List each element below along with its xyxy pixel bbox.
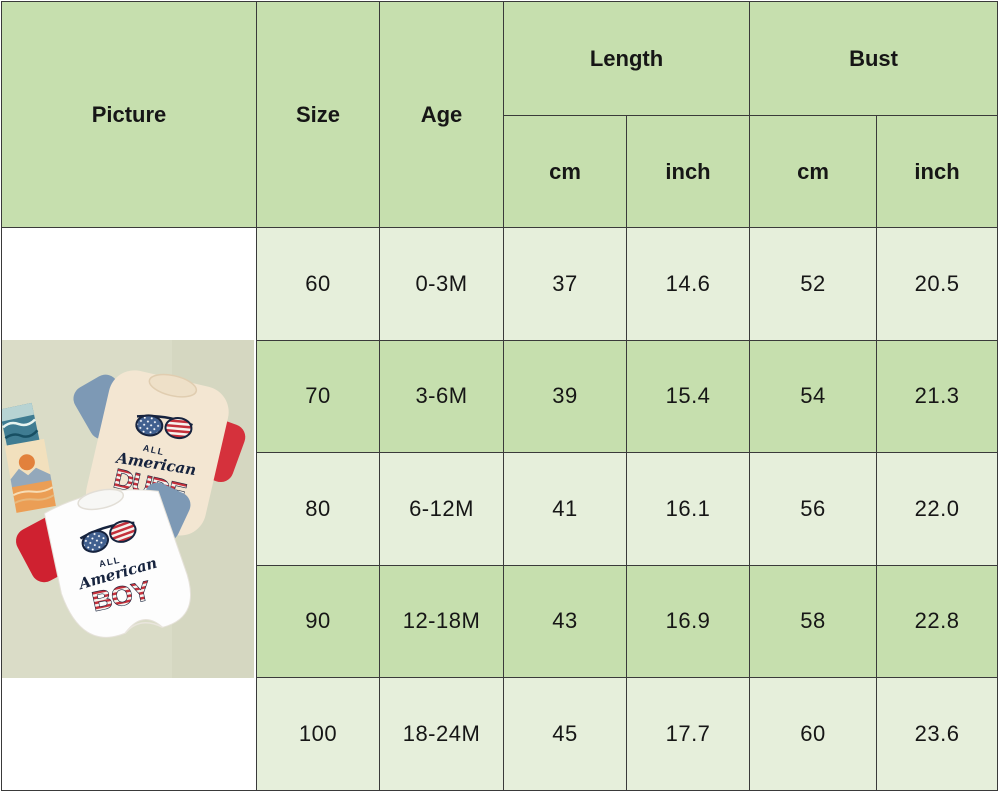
cell-size-r1: 70 xyxy=(256,339,380,453)
cell-length-cm-r0: 37 xyxy=(503,227,627,341)
cell-length-cm-r4: 45 xyxy=(503,677,627,791)
cell-length-inch-r2: 16.1 xyxy=(625,452,751,566)
header-age: Age xyxy=(379,1,504,228)
boy-text-boy: BOY xyxy=(90,575,153,617)
postcard-sunset-art xyxy=(4,438,56,513)
cell-size-r4: 100 xyxy=(256,677,380,791)
header-length-cm-label: cm xyxy=(549,158,581,184)
flag-sunglasses-icon xyxy=(135,414,193,439)
table-row-80: 80 6-12M 41 16.1 56 22.0 xyxy=(2,452,999,566)
dude-text-all: ALL xyxy=(142,442,166,457)
header-bust-inch: inch xyxy=(876,115,999,228)
header-length-inch: inch xyxy=(625,115,751,228)
header-length-label: Length xyxy=(589,45,664,71)
cell-bust-inch-r1: 21.3 xyxy=(876,339,999,453)
header-bust: Bust xyxy=(749,1,999,116)
cell-length-cm-r2: 41 xyxy=(503,452,627,566)
cell-length-inch-r4: 17.7 xyxy=(625,677,751,791)
cell-age-r0: 0-3M xyxy=(379,227,504,341)
cell-bust-inch-r2: 22.0 xyxy=(876,452,999,566)
header-size: Size xyxy=(256,1,380,228)
header-picture-label: Picture xyxy=(91,101,167,127)
cell-age-r2: 6-12M xyxy=(379,452,504,566)
cell-bust-cm-r4: 60 xyxy=(749,677,878,791)
cell-age-r3: 12-18M xyxy=(379,564,504,678)
cell-bust-cm-r0: 52 xyxy=(749,227,878,341)
cell-length-inch-r0: 14.6 xyxy=(625,227,751,341)
cell-bust-cm-r3: 58 xyxy=(749,564,878,678)
cell-length-cm-r3: 43 xyxy=(503,564,627,678)
romper-boy: ALL American BOY xyxy=(16,482,192,638)
cell-length-inch-r1: 15.4 xyxy=(625,339,751,453)
header-size-label: Size xyxy=(295,101,341,127)
cell-length-cm-r1: 39 xyxy=(503,339,627,453)
product-photo: ALL American DUDE xyxy=(2,339,254,678)
cell-size-r3: 90 xyxy=(256,564,380,678)
cell-length-inch-r3: 16.9 xyxy=(625,564,751,678)
cell-age-r1: 3-6M xyxy=(379,339,504,453)
cell-bust-inch-r0: 20.5 xyxy=(876,227,999,341)
header-picture: Picture xyxy=(1,1,257,228)
header-length-cm: cm xyxy=(503,115,627,228)
product-photo-cell: ALL American DUDE xyxy=(1,227,257,791)
header-bust-inch-label: inch xyxy=(914,158,960,184)
header-length: Length xyxy=(502,1,751,116)
header-bust-cm-label: cm xyxy=(797,158,829,184)
table-row-70: 70 3-6M 39 15.4 54 21.3 xyxy=(2,339,999,453)
table-row-60: ALL American DUDE xyxy=(1,227,999,791)
cell-bust-inch-r4: 23.6 xyxy=(876,677,999,791)
cell-bust-cm-r1: 54 xyxy=(749,339,878,453)
table-row-100: 100 18-24M 45 17.7 60 23.6 xyxy=(2,677,999,791)
cell-size-r0: 60 xyxy=(256,227,380,341)
boy-text-all: ALL xyxy=(98,554,122,568)
cell-size-r2: 80 xyxy=(256,452,380,566)
header-bust-cm: cm xyxy=(749,115,878,228)
header-age-label: Age xyxy=(420,101,463,127)
header-length-inch-label: inch xyxy=(665,158,711,184)
cell-bust-inch-r3: 22.8 xyxy=(876,564,999,678)
flag-sunglasses-icon xyxy=(79,519,137,553)
header-bust-label: Bust xyxy=(849,45,898,71)
cell-age-r4: 18-24M xyxy=(379,677,504,791)
cell-bust-cm-r2: 56 xyxy=(749,452,878,566)
